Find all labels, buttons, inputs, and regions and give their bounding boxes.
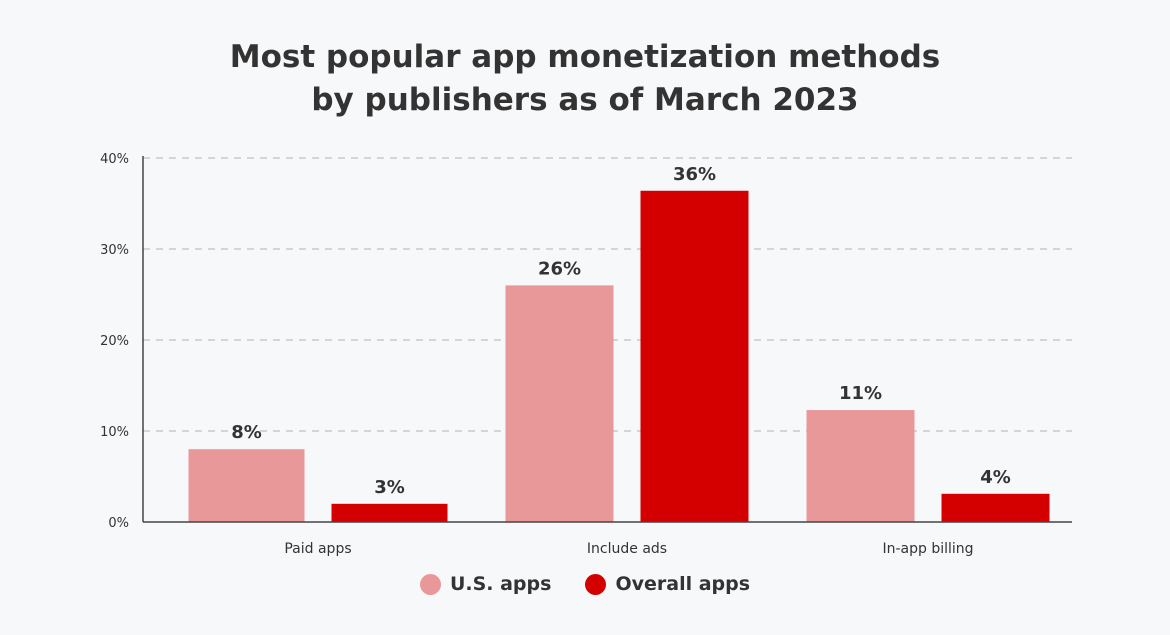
chart-title-line-2: by publishers as of March 2023 [311,82,859,118]
data-label: 4% [980,467,1011,488]
x-tick-label: Paid apps [284,541,351,557]
x-tick-label: Include ads [587,541,667,557]
legend-label-overall-apps: Overall apps [615,573,751,595]
data-label: 26% [538,258,581,279]
bar-u-s-apps [806,410,915,522]
data-label: 36% [673,164,716,185]
bar-u-s-apps [505,285,614,522]
chart-title-line-1: Most popular app monetization methods [229,39,941,75]
y-tick-label: 10% [100,425,129,440]
y-tick-label: 0% [108,516,129,531]
chart-title: Most popular app monetization methods by… [0,36,1170,122]
data-label: 3% [374,477,405,498]
bar-overall-apps [331,503,448,522]
bar-overall-apps [640,190,749,522]
x-tick-label: In-app billing [882,541,973,557]
legend-swatch-overall-apps [585,573,607,595]
legend-item-us-apps: U.S. apps [419,573,552,595]
chart-legend: U.S. apps Overall apps [0,573,1170,595]
data-label: 8% [231,422,262,443]
data-label: 11% [839,383,882,404]
bar-overall-apps [941,493,1050,522]
y-tick-label: 40% [100,152,129,167]
legend-label-us-apps: U.S. apps [449,573,552,595]
bar-u-s-apps [188,449,305,522]
legend-item-overall-apps: Overall apps [585,573,750,595]
y-tick-label: 20% [100,334,129,349]
y-tick-label: 30% [100,243,129,258]
legend-swatch-us-apps [419,573,441,595]
